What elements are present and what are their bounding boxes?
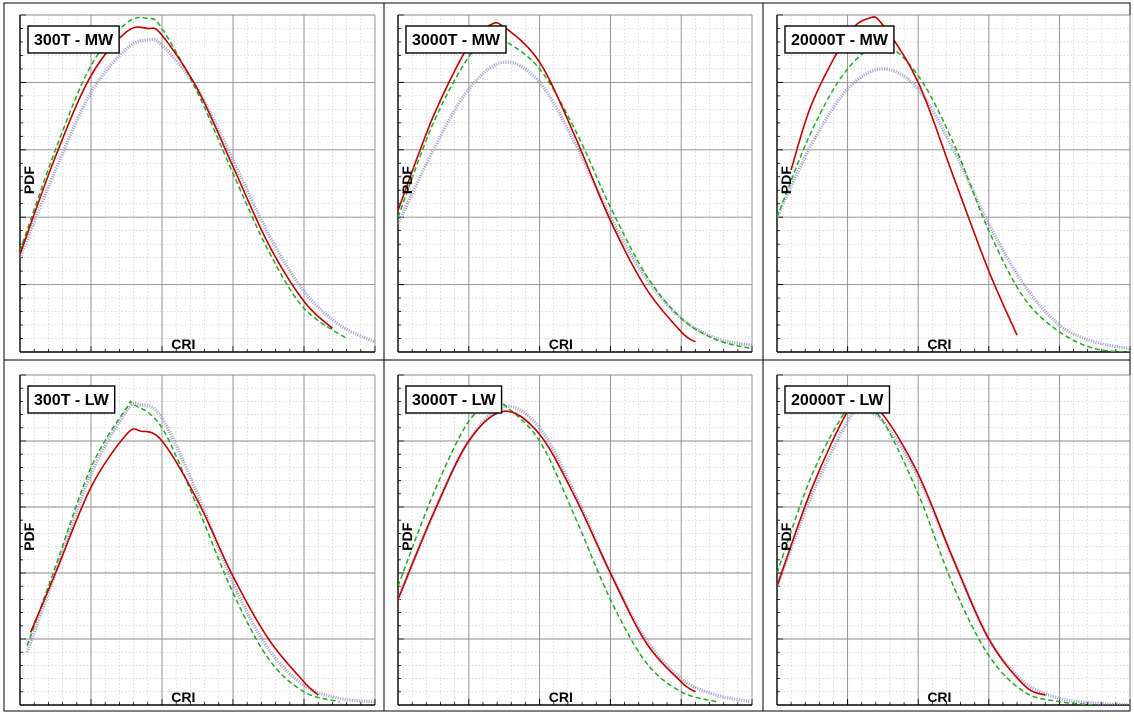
panel-title-box (405, 25, 507, 54)
panel-title-box (27, 385, 116, 414)
y-axis-label: PDF (399, 522, 415, 550)
x-axis-label: CRI (549, 689, 573, 705)
series-line-solid (398, 410, 696, 693)
panel-4: 300T - LW CRI PDF (19, 374, 376, 706)
x-axis-label: CRI (171, 689, 195, 705)
x-axis-label: CRI (927, 336, 951, 352)
series-line-dashed (26, 400, 340, 703)
y-axis-label: PDF (399, 166, 415, 194)
x-axis-label: CRI (927, 689, 951, 705)
series-line-dotted (25, 401, 375, 704)
series-line-dashed (777, 44, 1130, 352)
series-line-dashed (398, 35, 752, 350)
y-axis-label: PDF (21, 522, 37, 550)
series-line-dotted (777, 67, 1130, 351)
panel-title-box (405, 385, 503, 414)
series-line-dotted (398, 60, 752, 347)
figure-frame (3, 2, 1131, 712)
series-line-dashed (777, 400, 1095, 705)
panel-title: 300T - MW (34, 32, 114, 49)
series-line-solid (20, 26, 333, 329)
panel-title-box (27, 25, 120, 54)
panel-2: 3000T - MW CRI PDF (397, 14, 753, 353)
series-line-dashed (398, 398, 717, 703)
panel-title: 20000T - MW (791, 32, 889, 49)
series-line-solid (777, 401, 1046, 696)
panel-title: 3000T - LW (412, 392, 496, 409)
panel-title-box (784, 385, 891, 414)
y-axis-label: PDF (21, 166, 37, 194)
x-axis-label: CRI (171, 336, 195, 352)
panel-1: 300T - MW CRI PDF (19, 14, 376, 353)
y-axis-label: PDF (778, 166, 794, 194)
series-line-dashed (20, 16, 348, 340)
panel-3: 20000T - MW CRI PDF (776, 14, 1131, 353)
series-line-solid (398, 21, 696, 343)
panel-title: 20000T - LW (791, 392, 884, 409)
series-line-solid (29, 428, 319, 696)
panel-6: 20000T - LW CRI PDF (776, 374, 1131, 706)
panel-title: 3000T - MW (412, 32, 501, 49)
x-axis-label: CRI (549, 336, 573, 352)
series-line-dotted (398, 404, 752, 704)
panel-title-box (784, 25, 895, 54)
y-axis-label: PDF (778, 522, 794, 550)
panel-title: 300T - LW (34, 392, 110, 409)
series-line-dotted (20, 37, 375, 344)
panel-5: 3000T - LW CRI PDF (397, 374, 753, 706)
